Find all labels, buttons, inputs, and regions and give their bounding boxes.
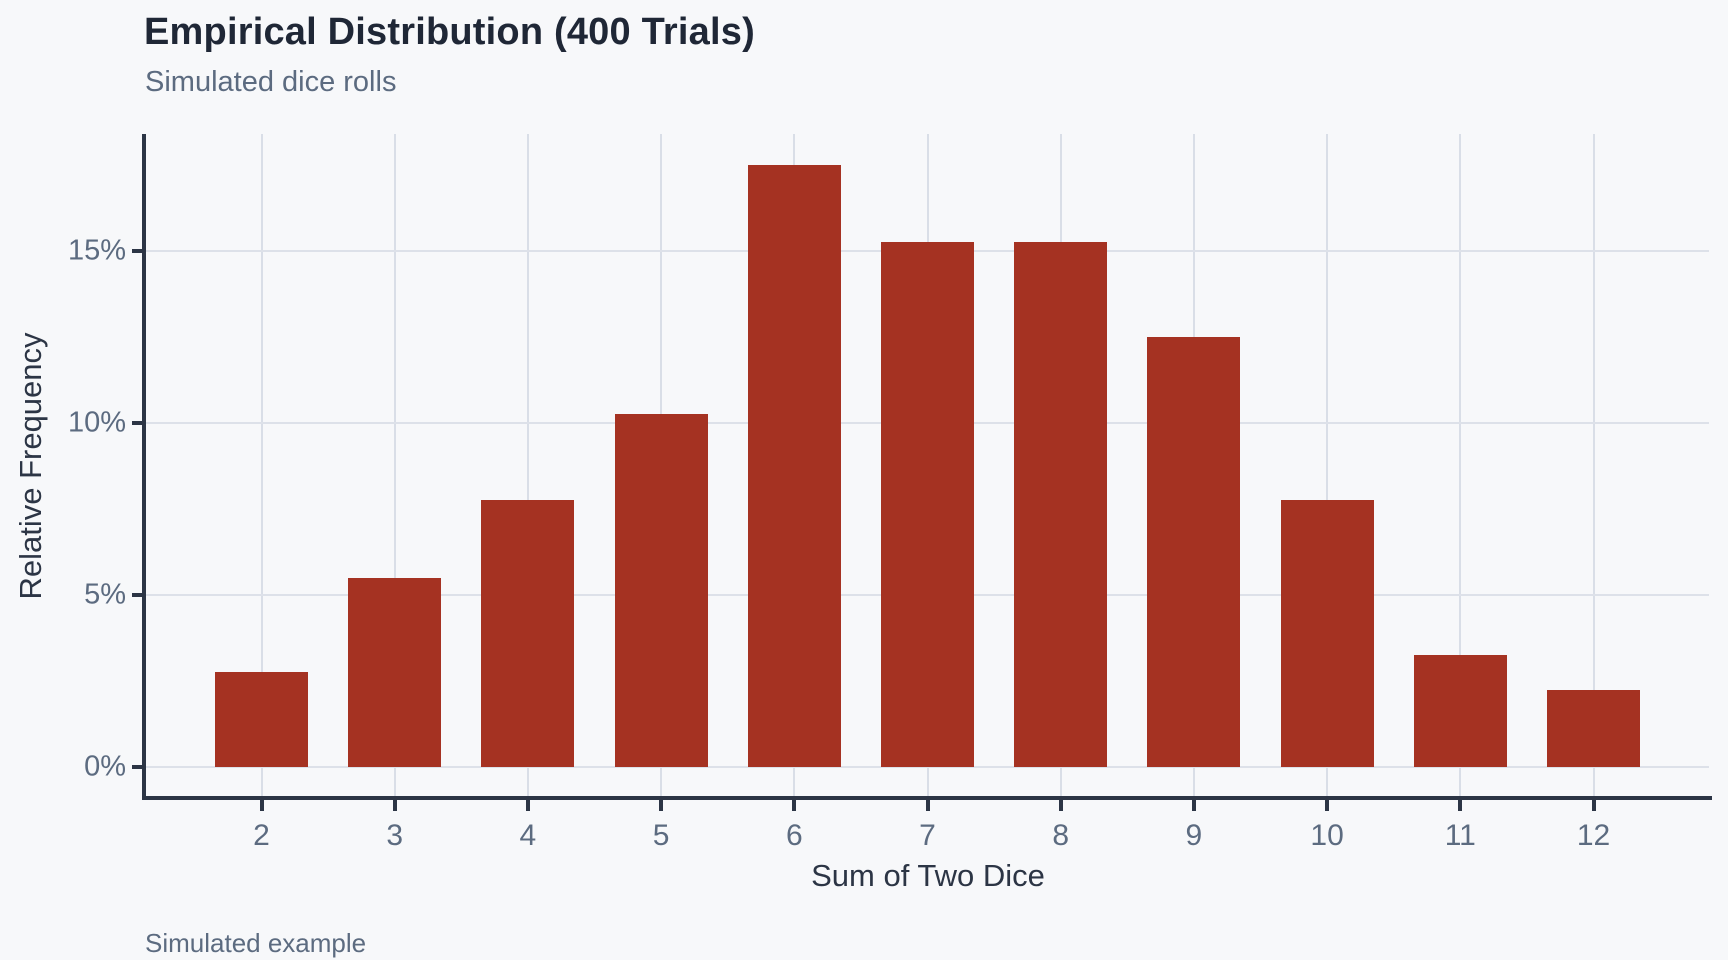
x-tick — [659, 800, 664, 811]
x-tick-label: 6 — [785, 819, 803, 852]
bar-sum-4 — [481, 500, 575, 767]
v-gridline-12 — [1592, 134, 1595, 796]
x-axis-spine — [142, 796, 1712, 800]
bar-sum-2 — [215, 672, 308, 767]
x-tick-label: 2 — [253, 819, 270, 852]
x-tick-label: 12 — [1576, 819, 1611, 852]
y-axis-spine — [142, 134, 146, 800]
x-tick-label: 3 — [386, 819, 404, 852]
bar-sum-11 — [1413, 655, 1507, 767]
x-axis-title: Sum of Two Dice — [811, 858, 1045, 893]
y-tick-label: 0% — [84, 750, 126, 783]
plot-panel — [146, 134, 1709, 768]
x-tick — [925, 800, 930, 811]
y-tick — [132, 248, 142, 253]
x-tick — [1191, 800, 1196, 811]
bar-sum-9 — [1147, 336, 1241, 767]
y-tick — [132, 592, 142, 597]
x-tick-label: 10 — [1310, 819, 1344, 852]
x-tick — [1325, 800, 1330, 811]
bar-sum-3 — [348, 577, 442, 767]
x-tick — [1458, 800, 1463, 811]
x-tick — [525, 800, 530, 811]
x-tick — [792, 800, 797, 811]
y-tick-label: 15% — [67, 234, 126, 267]
v-gridline-3 — [393, 134, 396, 796]
y-tick-label: 5% — [84, 578, 126, 611]
bar-sum-8 — [1014, 242, 1108, 767]
v-gridline-4 — [526, 134, 529, 796]
x-tick-label: 7 — [919, 819, 936, 852]
v-gridline-10 — [1326, 134, 1329, 796]
x-tick — [1058, 800, 1063, 811]
x-tick-label: 5 — [652, 819, 670, 852]
x-tick — [392, 800, 397, 811]
chart-title: Empirical Distribution (400 Trials) — [144, 11, 755, 53]
x-tick-label: 11 — [1444, 819, 1476, 852]
bar-sum-10 — [1280, 500, 1374, 767]
y-tick — [132, 420, 142, 425]
bar-sum-5 — [614, 414, 708, 767]
chart-footer: Simulated example — [145, 928, 367, 958]
x-tick — [259, 800, 264, 811]
x-tick-label: 4 — [519, 819, 537, 852]
y-tick-label: 10% — [67, 406, 126, 439]
v-gridline-2 — [260, 134, 263, 796]
chart-subtitle: Simulated dice rolls — [145, 66, 397, 98]
bar-sum-6 — [747, 164, 841, 767]
x-tick-label: 9 — [1185, 819, 1203, 852]
y-axis-title: Relative Frequency — [13, 332, 48, 600]
h-gridline-0% — [146, 766, 1709, 768]
bar-sum-7 — [881, 242, 974, 767]
v-gridline-11 — [1459, 134, 1462, 796]
x-tick-label: 8 — [1052, 819, 1070, 852]
x-tick — [1591, 800, 1596, 811]
bar-sum-12 — [1547, 689, 1640, 767]
y-tick — [132, 765, 142, 769]
